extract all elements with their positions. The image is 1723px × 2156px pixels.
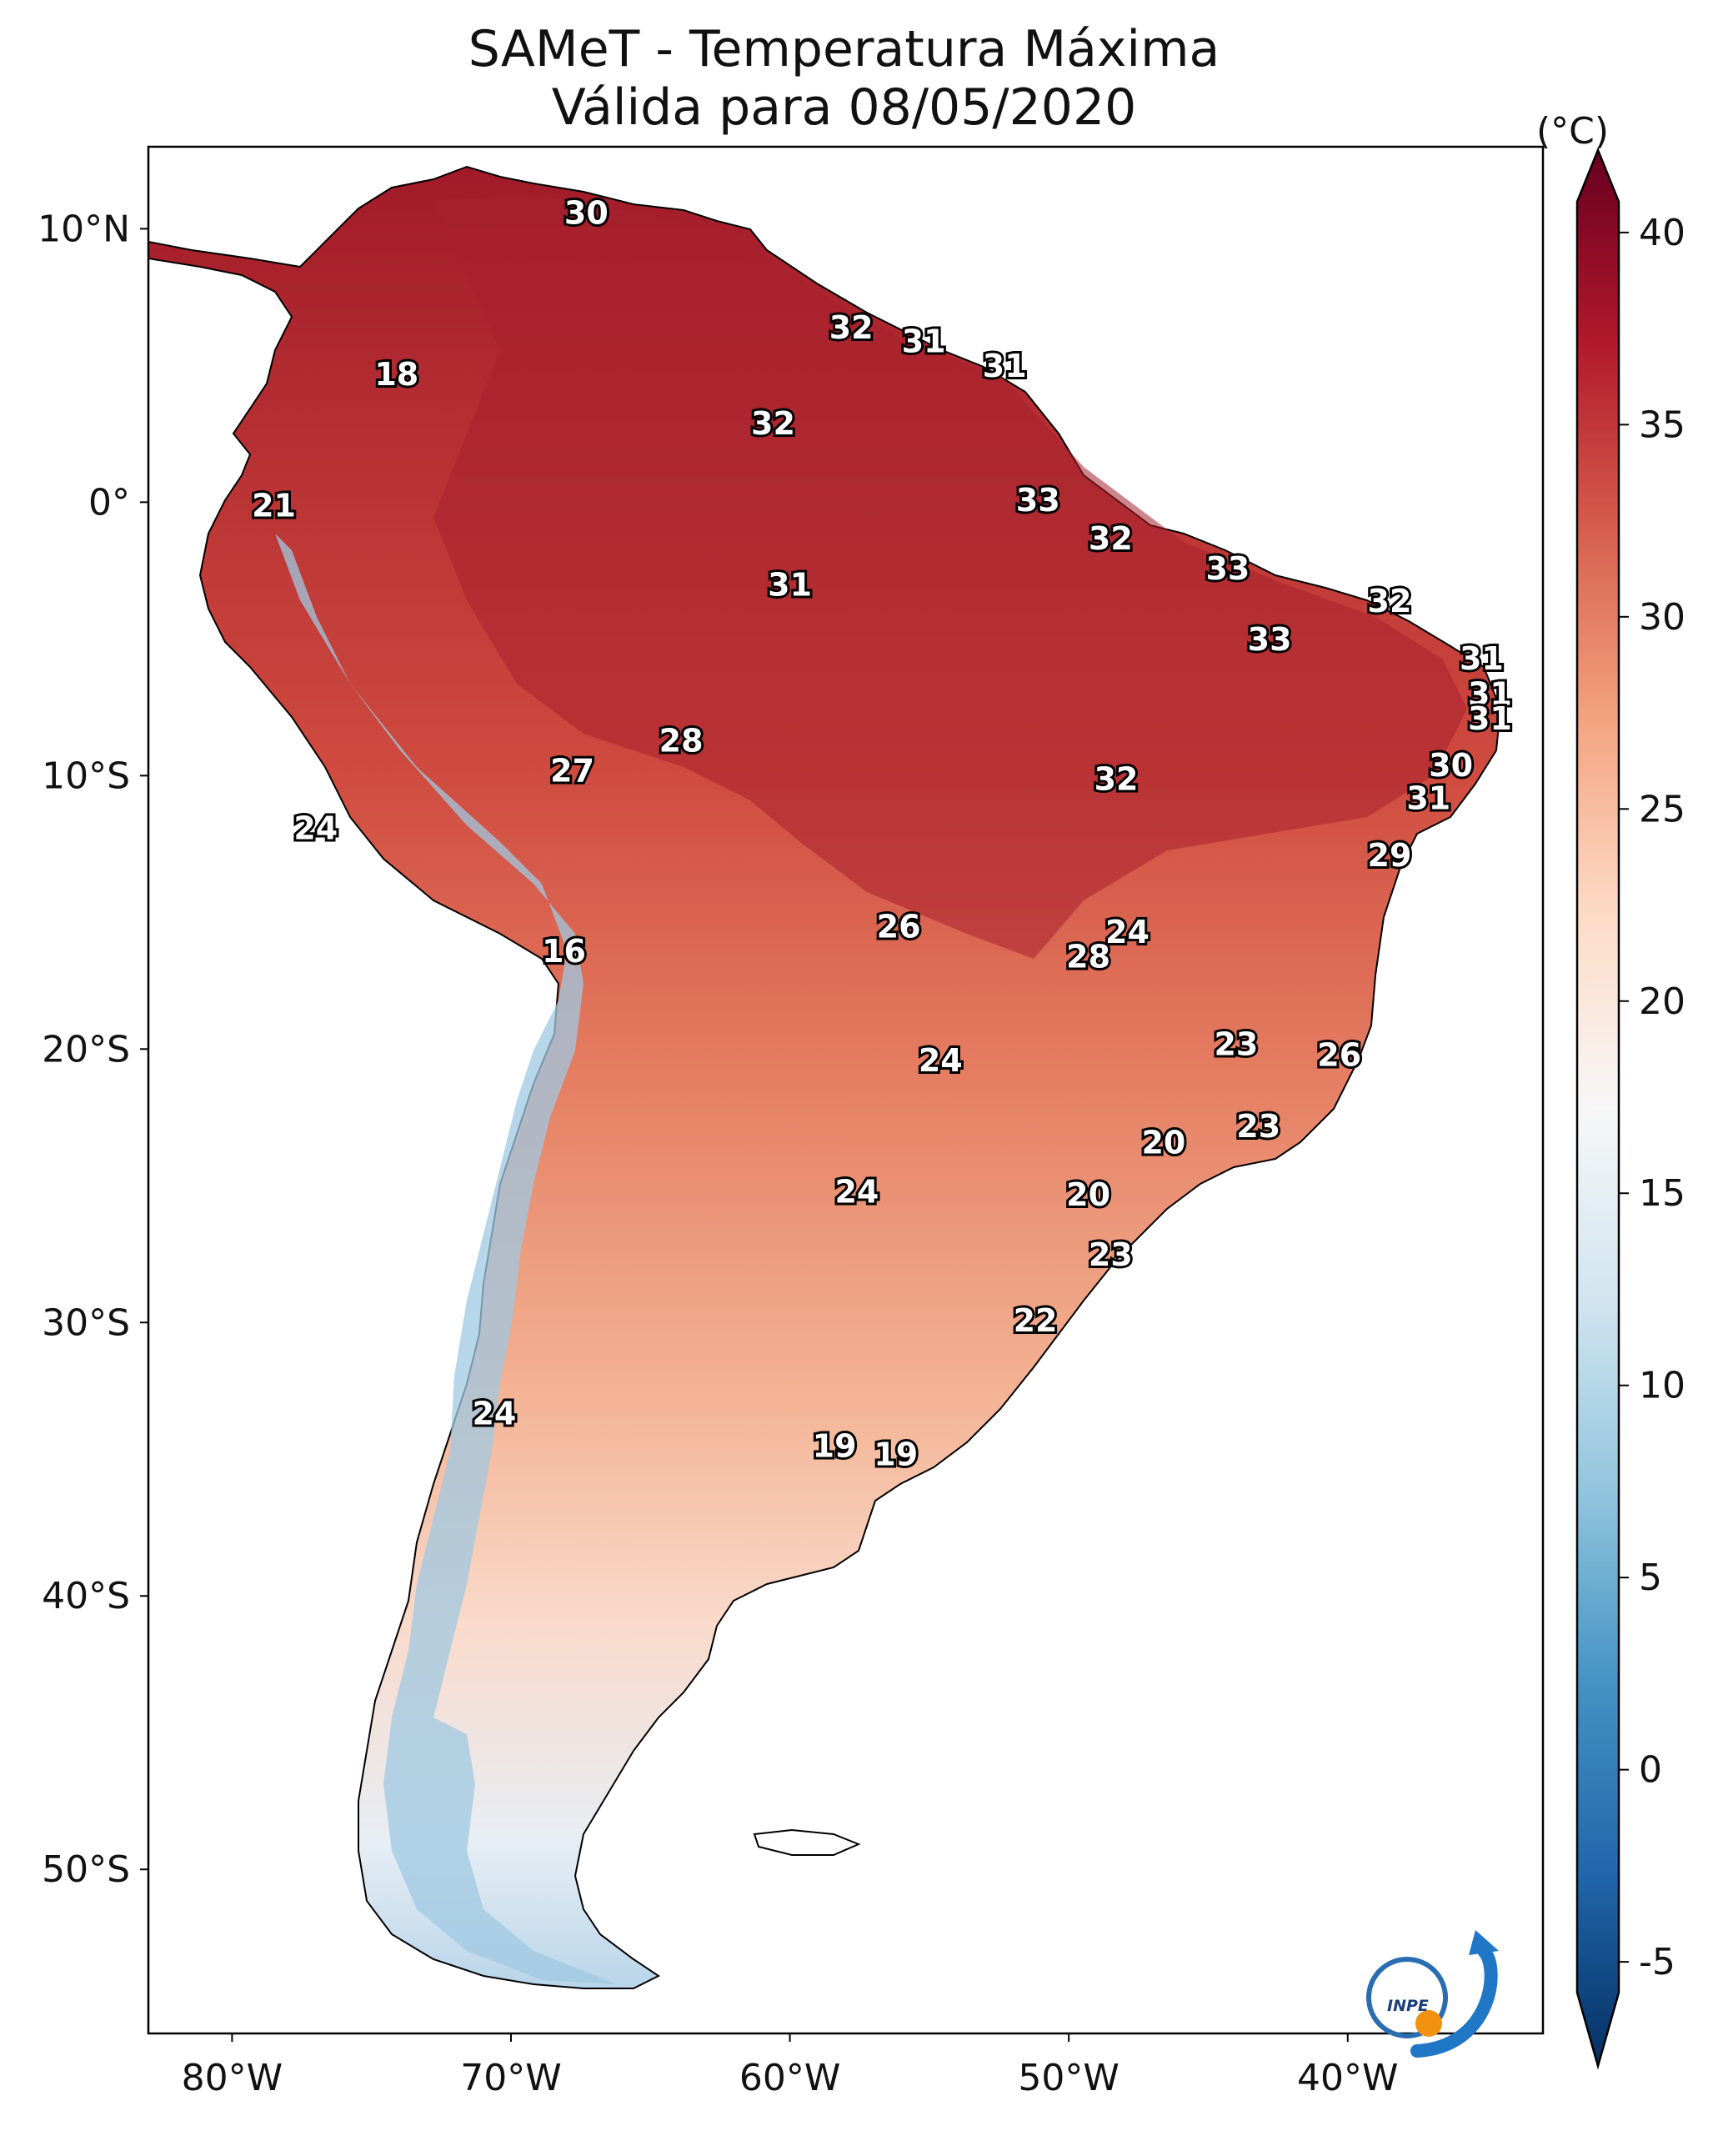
- colorbar-tick-label: 0: [1639, 1749, 1662, 1792]
- city-value-label: 29: [1368, 837, 1412, 874]
- city-value-label: 31: [1468, 676, 1512, 713]
- map-axes-border: [147, 145, 1545, 2035]
- colorbar-tick-label: 5: [1639, 1557, 1662, 1599]
- y-axis-ticks: 10°N 0° 10°S 20°S 30°S 40°S 50°S: [38, 208, 148, 1891]
- colorbar-tick-label: -5: [1639, 1941, 1675, 1983]
- x-axis-ticks: 80°W 70°W 60°W 50°W 40°W: [182, 2033, 1399, 2099]
- city-value-label: 18: [374, 356, 418, 393]
- x-tick-label: 40°W: [1297, 2057, 1399, 2099]
- city-value-label: 16: [542, 933, 586, 970]
- y-tick-label: 20°S: [42, 1028, 130, 1070]
- city-value-label: 20: [1141, 1125, 1185, 1161]
- colorbar-units-label: (°C): [1536, 110, 1609, 153]
- city-value-label: 23: [1214, 1026, 1258, 1063]
- city-value-label: 20: [1066, 1176, 1110, 1213]
- x-tick-label: 70°W: [460, 2057, 562, 2099]
- city-value-label: 30: [564, 194, 609, 231]
- city-value-label: 31: [1406, 780, 1450, 816]
- y-tick-label: 10°N: [38, 208, 130, 250]
- y-tick-label: 10°S: [42, 755, 130, 797]
- falkland-islands: [753, 1828, 861, 1856]
- city-value-label: 28: [659, 722, 704, 759]
- colorbar-tick-label: 25: [1639, 788, 1685, 830]
- x-tick-label: 80°W: [182, 2057, 283, 2099]
- colorbar-bar: [1575, 147, 1620, 2070]
- city-value-label: 24: [1105, 914, 1150, 950]
- city-value-label: 32: [751, 405, 795, 442]
- warm-core-region: [433, 196, 1467, 959]
- y-tick-label: 50°S: [42, 1848, 130, 1891]
- city-value-label: 24: [472, 1395, 516, 1431]
- colorbar-tick-label: 35: [1639, 404, 1685, 446]
- y-tick-label: 0°: [88, 481, 130, 524]
- city-value-label: 21: [252, 487, 296, 524]
- x-tick-label: 50°W: [1018, 2057, 1119, 2099]
- map-land-layer: [148, 165, 1502, 1989]
- city-value-label: 32: [1094, 760, 1139, 797]
- city-value-label: 31: [1460, 640, 1504, 677]
- y-tick-label: 30°S: [42, 1301, 130, 1344]
- colorbar-tick-label: 15: [1639, 1172, 1685, 1215]
- colorbar-ticks: 40 35 30 25 20 15 10 5 0 -5: [1619, 212, 1685, 1983]
- city-value-label: 24: [834, 1174, 879, 1211]
- city-value-label: 27: [550, 753, 594, 790]
- colorbar-tick-label: 20: [1639, 980, 1685, 1023]
- city-value-label: 31: [1468, 700, 1512, 737]
- city-value-label: 26: [877, 908, 921, 945]
- city-value-label: 24: [919, 1042, 963, 1079]
- city-value-label: 32: [1089, 520, 1133, 557]
- city-value-label: 32: [829, 309, 874, 346]
- map-title-line-2: Válida para 08/05/2020: [551, 78, 1137, 137]
- city-value-label: 33: [1205, 550, 1250, 587]
- city-value-label: 19: [874, 1436, 918, 1472]
- city-value-label: 22: [1014, 1302, 1058, 1339]
- city-value-label: 23: [1236, 1108, 1280, 1145]
- city-value-label: 30: [1429, 747, 1473, 784]
- colorbar-tick-label: 10: [1639, 1365, 1685, 1407]
- city-value-label: 33: [1016, 482, 1060, 519]
- city-value-label: 33: [1248, 621, 1292, 658]
- x-tick-label: 60°W: [739, 2057, 841, 2099]
- colorbar: (°C) 40 35 30 25 20 15 10 5 0 -5: [1536, 110, 1685, 2070]
- city-value-label: 19: [813, 1428, 857, 1465]
- city-value-label: 31: [902, 323, 946, 360]
- colorbar-tick-label: 40: [1639, 212, 1685, 254]
- city-value-label: 26: [1317, 1037, 1361, 1074]
- city-value-label: 31: [983, 348, 1027, 384]
- city-value-label: 23: [1089, 1236, 1133, 1273]
- colorbar-tick-label: 30: [1639, 596, 1685, 639]
- city-value-label: 28: [1066, 939, 1110, 975]
- city-value-label: 32: [1368, 583, 1412, 619]
- map-title-line-1: SAMeT - Temperatura Máxima: [468, 20, 1220, 78]
- city-value-label: 24: [293, 810, 338, 846]
- inpe-logo-text: INPE: [1387, 1997, 1429, 2015]
- inpe-logo: INPE: [1366, 1930, 1499, 2058]
- y-tick-label: 40°S: [42, 1575, 130, 1617]
- city-value-label: 31: [768, 567, 812, 604]
